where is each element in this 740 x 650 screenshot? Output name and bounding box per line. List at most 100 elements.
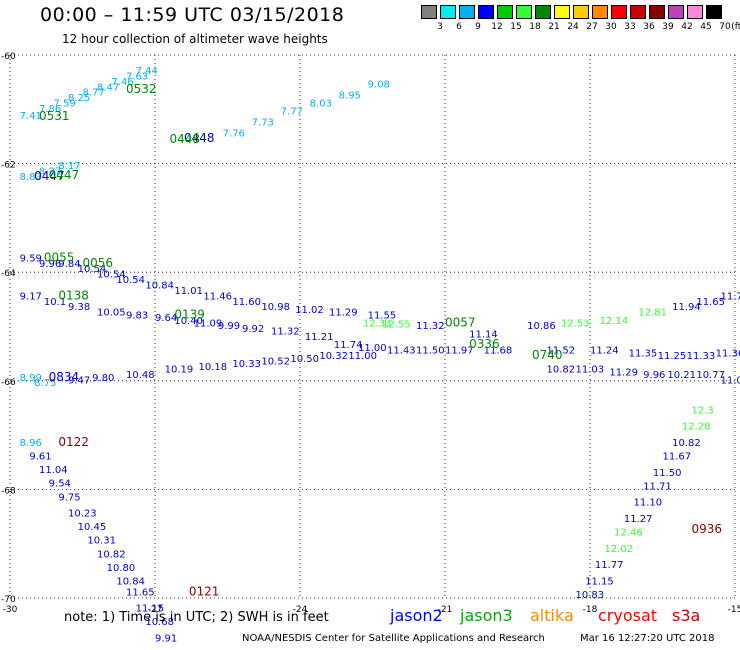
color-scale-label: 33 xyxy=(624,22,636,32)
wave-height-value: 12.55 xyxy=(382,320,411,331)
wave-height-value: 11.02 xyxy=(295,305,324,316)
wave-height-value: 9.61 xyxy=(29,452,51,463)
color-scale-swatch xyxy=(706,5,722,19)
wave-height-value: 11.36 xyxy=(716,348,740,359)
pass-time-label: 0532 xyxy=(126,82,157,96)
wave-height-value: 9.92 xyxy=(242,324,264,335)
wave-height-value: 10.33 xyxy=(232,359,261,370)
wave-height-value: 10.23 xyxy=(68,509,97,520)
wave-height-value: 8.75 xyxy=(34,378,56,389)
wave-height-value: 10.80 xyxy=(107,563,136,574)
lon-tick-label: -15 xyxy=(728,605,740,615)
wave-height-value: 10.54 xyxy=(78,264,107,275)
wave-height-value: 12.3 xyxy=(692,405,714,416)
color-scale-swatch xyxy=(668,5,684,19)
color-scale-label: 45 xyxy=(700,22,712,32)
wave-height-value: 11.60 xyxy=(232,297,261,308)
wave-height-value: 7.44 xyxy=(136,66,158,77)
wave-height-value: 10.40 xyxy=(174,316,203,327)
wave-height-value: 8.83 xyxy=(20,172,42,183)
wave-height-value: 8.25 xyxy=(68,93,90,104)
wave-height-value: 7.41 xyxy=(20,111,42,122)
lat-tick-label: -62 xyxy=(1,161,16,171)
pass-time-label: 0740 xyxy=(532,348,563,362)
pass-time-label: 0055 xyxy=(44,250,75,264)
wave-height-value: 10.77 xyxy=(696,370,725,381)
pass-time-label: 0834 xyxy=(49,370,80,384)
satellite-legend-entry: jason2 xyxy=(390,606,443,625)
wave-height-value: 10.82 xyxy=(672,438,701,449)
wave-height-value: 11.00 xyxy=(358,343,387,354)
wave-height-value: 11.27 xyxy=(624,514,653,525)
wave-height-value: 11.65 xyxy=(696,297,725,308)
page-subtitle: 12 hour collection of altimeter wave hei… xyxy=(62,32,328,46)
wave-height-value: 11.25 xyxy=(658,351,687,362)
wave-height-value: 8.17 xyxy=(58,161,80,172)
wave-height-value: 7.59 xyxy=(54,99,76,110)
wave-height-value: 10.31 xyxy=(87,536,116,547)
pass-time-label: 0447 xyxy=(49,168,80,182)
color-scale-label: 9 xyxy=(475,22,481,32)
wave-height-value: 11.55 xyxy=(368,310,397,321)
color-scale-swatch xyxy=(554,5,570,19)
wave-height-value: 8.47 xyxy=(97,82,119,93)
pass-time-label: 0122 xyxy=(58,435,89,449)
wave-height-value: 9.96 xyxy=(39,259,61,270)
wave-height-value: 11.15 xyxy=(585,576,614,587)
color-scale-label: 36 xyxy=(643,22,655,32)
wave-height-value: 10.54 xyxy=(116,275,145,286)
wave-height-value: 11.33 xyxy=(687,351,716,362)
satellite-legend-entry: altika xyxy=(530,606,574,625)
wave-height-value: 11.10 xyxy=(634,498,663,509)
color-scale-swatch xyxy=(573,5,589,19)
color-scale-swatch xyxy=(630,5,646,19)
wave-height-value: 12.14 xyxy=(600,316,629,327)
pass-time-label: 0448 xyxy=(170,132,201,146)
satellite-legend-entry: jason3 xyxy=(460,606,513,625)
wave-height-value: 10.83 xyxy=(576,590,605,601)
wave-height-value: 12.33 xyxy=(363,319,392,330)
wave-height-value: 10.86 xyxy=(527,321,556,332)
page-title: 00:00 – 11:59 UTC 03/15/2018 xyxy=(40,4,345,26)
wave-height-value: 10.1 xyxy=(44,297,66,308)
wave-height-value: 9.80 xyxy=(92,373,114,384)
wave-height-value: 11.65 xyxy=(126,587,155,598)
color-scale-swatch xyxy=(440,5,456,19)
lon-tick-label: -24 xyxy=(293,605,308,615)
wave-height-value: 9.91 xyxy=(155,633,177,644)
wave-height-value: 11.21 xyxy=(305,332,334,343)
credit-text: NOAA/NESDIS Center for Satellite Applica… xyxy=(242,633,545,644)
color-scale-unit: (ft) xyxy=(731,22,740,32)
legend-note: note: 1) Time is in UTC; 2) SWH is in fe… xyxy=(64,610,329,625)
pass-time-label: 0139 xyxy=(174,307,205,321)
color-scale-label: 24 xyxy=(567,22,579,32)
wave-height-value: 10.45 xyxy=(78,522,107,533)
wave-height-value: 10.84 xyxy=(145,280,174,291)
wave-height-value: 11.43 xyxy=(387,346,416,357)
wave-height-value: 9.96 xyxy=(643,370,665,381)
lon-tick-label: -30 xyxy=(3,605,18,615)
generated-time: Mar 16 12:27:20 UTC 2018 xyxy=(580,633,715,644)
pass-time-label: 0138 xyxy=(58,288,89,302)
wave-height-value: 11.29 xyxy=(609,367,638,378)
wave-height-value: 10.21 xyxy=(667,370,696,381)
wave-height-value: 8.99 xyxy=(20,373,42,384)
wave-height-value: 9.47 xyxy=(68,376,90,387)
color-scale-label: 27 xyxy=(586,22,598,32)
satellite-legend-entry: s3a xyxy=(672,606,701,625)
wave-height-value: 12.28 xyxy=(682,422,711,433)
color-scale-swatch xyxy=(459,5,475,19)
wave-height-value: 10.54 xyxy=(97,270,126,281)
wave-height-value: 12.53 xyxy=(561,319,590,330)
wave-height-value: 10.82 xyxy=(547,365,576,376)
wave-height-value: 7.46 xyxy=(112,77,134,88)
pass-time-label: 0057 xyxy=(445,316,476,330)
lon-tick-label: -27 xyxy=(148,605,163,615)
wave-height-value: 7.63 xyxy=(126,71,148,82)
wave-height-value: 11.50 xyxy=(416,346,445,357)
wave-height-value: 8.96 xyxy=(20,438,42,449)
color-scale-label: 6 xyxy=(456,22,462,32)
wave-height-value: 9.83 xyxy=(126,310,148,321)
wave-height-value: 10.68 xyxy=(145,617,174,628)
wave-height-value: 11.01 xyxy=(174,286,203,297)
